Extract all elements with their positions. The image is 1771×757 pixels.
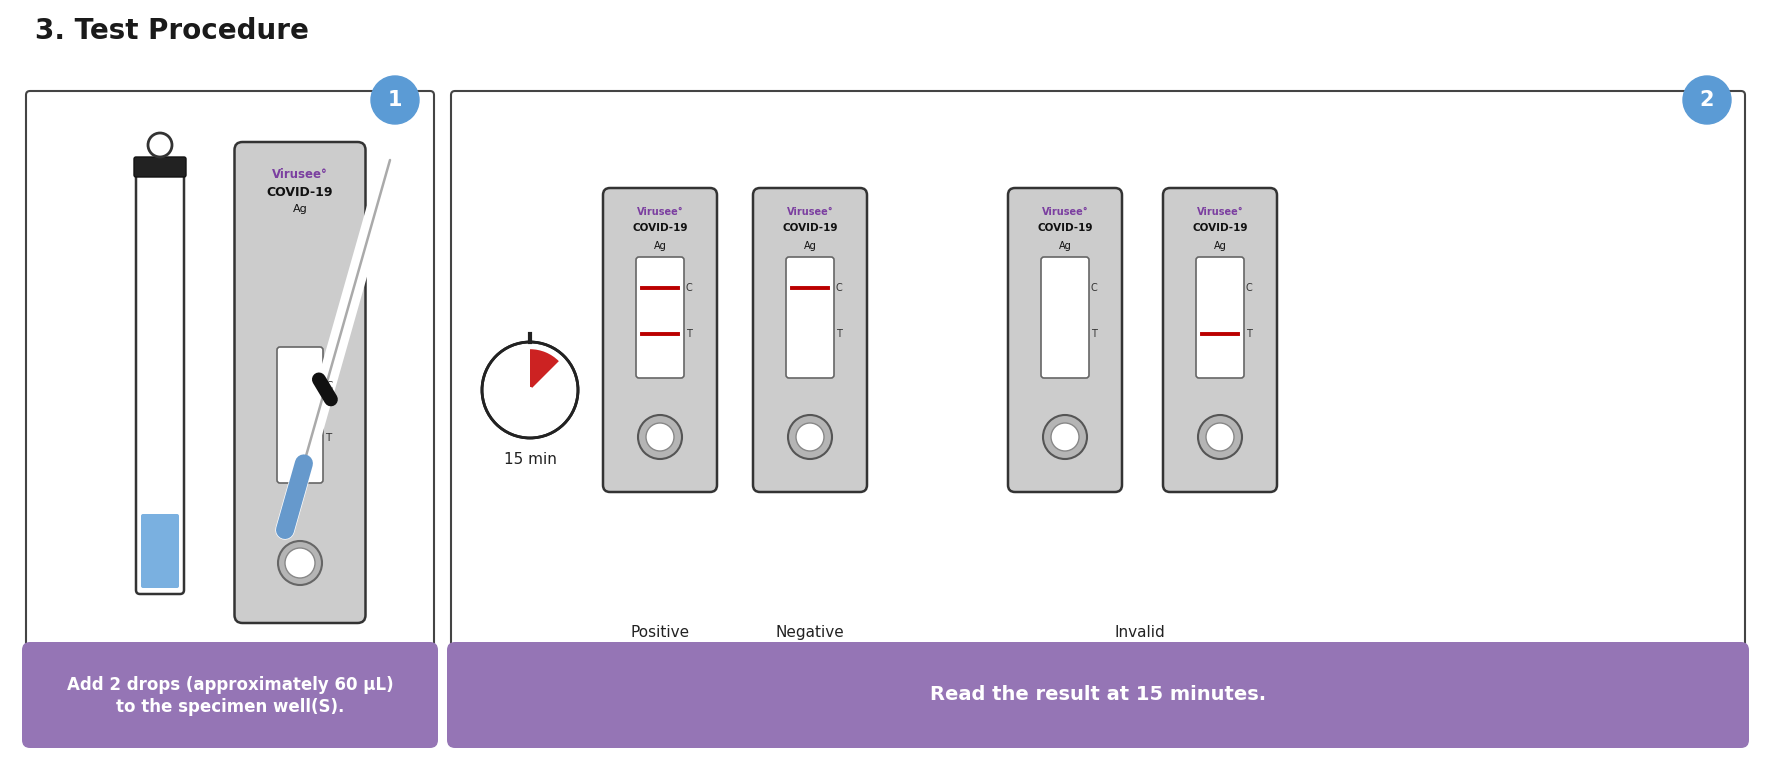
Text: COVID-19: COVID-19 <box>783 223 838 233</box>
Text: 1: 1 <box>388 90 402 110</box>
Text: C: C <box>1091 282 1098 293</box>
Circle shape <box>370 76 420 124</box>
FancyBboxPatch shape <box>21 642 437 748</box>
FancyBboxPatch shape <box>234 142 365 623</box>
Text: Invalid: Invalid <box>1114 625 1165 640</box>
Text: C: C <box>685 282 692 293</box>
Text: T: T <box>326 434 331 444</box>
FancyBboxPatch shape <box>1164 188 1277 492</box>
Text: C: C <box>836 282 843 293</box>
Text: COVID-19: COVID-19 <box>1038 223 1093 233</box>
Text: COVID-19: COVID-19 <box>1192 223 1249 233</box>
FancyBboxPatch shape <box>1195 257 1243 378</box>
FancyBboxPatch shape <box>602 188 717 492</box>
Circle shape <box>1206 423 1234 451</box>
Circle shape <box>1050 423 1079 451</box>
Text: Virusee°: Virusee° <box>1041 207 1089 217</box>
Text: Ag: Ag <box>1213 241 1226 251</box>
Text: Ag: Ag <box>292 204 308 214</box>
Text: C: C <box>1247 282 1252 293</box>
Circle shape <box>149 133 172 157</box>
Circle shape <box>1682 76 1730 124</box>
FancyBboxPatch shape <box>786 257 834 378</box>
Text: Virusee°: Virusee° <box>273 168 328 181</box>
Circle shape <box>1043 415 1087 459</box>
Text: COVID-19: COVID-19 <box>267 186 333 199</box>
Text: 3. Test Procedure: 3. Test Procedure <box>35 17 308 45</box>
Circle shape <box>638 415 682 459</box>
Text: T: T <box>685 329 692 338</box>
Text: Ag: Ag <box>804 241 816 251</box>
Text: to the specimen well(S).: to the specimen well(S). <box>115 698 344 716</box>
Circle shape <box>795 423 824 451</box>
FancyBboxPatch shape <box>1008 188 1123 492</box>
Text: Add 2 drops (approximately 60 μL): Add 2 drops (approximately 60 μL) <box>67 676 393 694</box>
Text: T: T <box>1091 329 1096 338</box>
Text: T: T <box>1247 329 1252 338</box>
FancyBboxPatch shape <box>135 157 186 177</box>
Circle shape <box>285 548 315 578</box>
Circle shape <box>528 388 533 392</box>
Text: 2: 2 <box>1700 90 1714 110</box>
Text: Negative: Negative <box>776 625 845 640</box>
Circle shape <box>788 415 832 459</box>
FancyBboxPatch shape <box>142 514 179 588</box>
Text: Virusee°: Virusee° <box>638 207 684 217</box>
Text: T: T <box>836 329 841 338</box>
FancyBboxPatch shape <box>276 347 322 483</box>
Text: Read the result at 15 minutes.: Read the result at 15 minutes. <box>930 686 1266 705</box>
Circle shape <box>482 342 577 438</box>
Wedge shape <box>530 349 560 390</box>
FancyBboxPatch shape <box>753 188 868 492</box>
Circle shape <box>1197 415 1241 459</box>
FancyBboxPatch shape <box>446 642 1750 748</box>
Text: Virusee°: Virusee° <box>786 207 834 217</box>
Text: Ag: Ag <box>1059 241 1071 251</box>
Text: Ag: Ag <box>653 241 666 251</box>
Text: Virusee°: Virusee° <box>1197 207 1243 217</box>
FancyBboxPatch shape <box>1041 257 1089 378</box>
FancyBboxPatch shape <box>136 166 184 594</box>
Text: Positive: Positive <box>630 625 689 640</box>
FancyBboxPatch shape <box>636 257 684 378</box>
Circle shape <box>646 423 675 451</box>
Text: C: C <box>326 382 333 391</box>
FancyBboxPatch shape <box>27 91 434 654</box>
Circle shape <box>278 541 322 585</box>
Text: COVID-19: COVID-19 <box>632 223 687 233</box>
Text: 15 min: 15 min <box>503 452 556 467</box>
FancyBboxPatch shape <box>452 91 1744 654</box>
